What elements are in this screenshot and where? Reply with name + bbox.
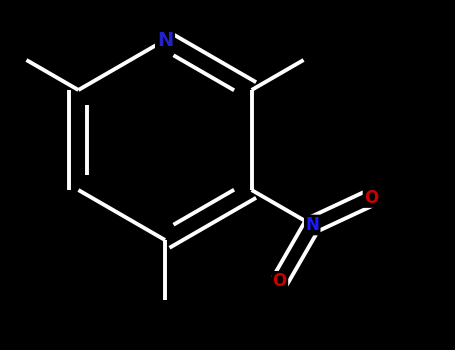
- Text: N: N: [157, 30, 173, 49]
- Text: O: O: [364, 189, 378, 206]
- Text: N: N: [305, 216, 319, 234]
- Text: O: O: [273, 272, 287, 290]
